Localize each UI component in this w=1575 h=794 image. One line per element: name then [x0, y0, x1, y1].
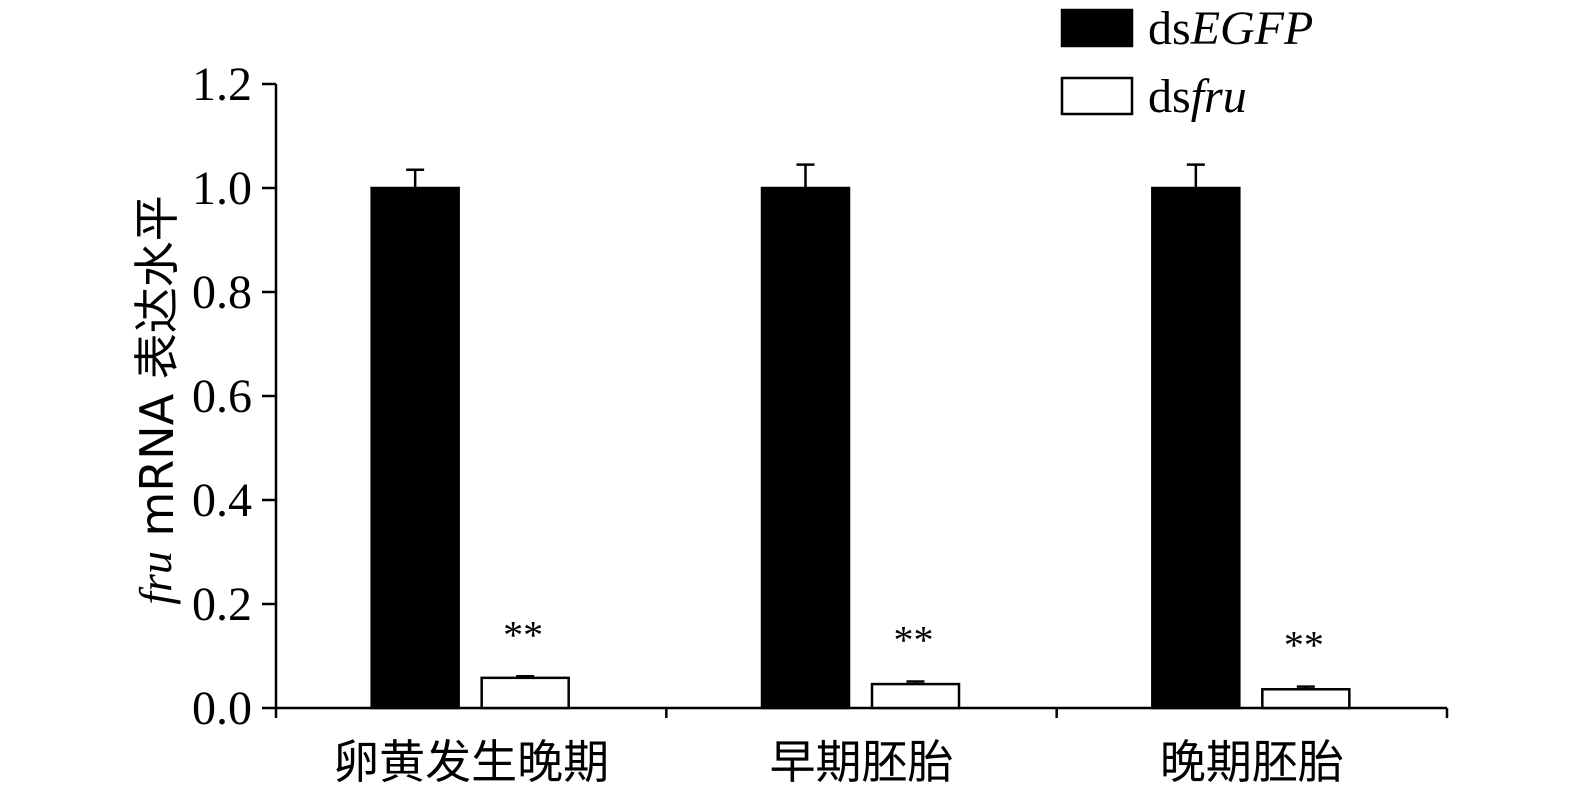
significance-marker: **: [894, 617, 934, 662]
y-axis-label-italic: fru: [130, 551, 181, 605]
y-tick-label: 0.4: [192, 474, 252, 527]
legend-label: dsEGFP: [1148, 2, 1313, 55]
legend-label: dsfru: [1148, 70, 1247, 123]
bar-dsfru: [870, 682, 961, 710]
x-tick-label: 晚期胚胎: [1160, 735, 1344, 789]
bar-dsegfp: [1151, 186, 1241, 710]
y-tick-label: 0.2: [192, 578, 252, 631]
y-tick-label: 1.2: [192, 58, 252, 111]
y-tick-label: 0.8: [192, 266, 252, 319]
plot-area: 0.0 0.2 0.4 0.6 0.8 1.0 1.2 ** 卵黄发生晚期 ** 早期胚胎 ** 晚期胚…: [192, 58, 1449, 789]
bar-dsfru: [1261, 688, 1351, 710]
x-tick-label: 早期胚胎: [770, 735, 954, 789]
significance-marker: **: [503, 612, 543, 657]
y-tick-label: 1.0: [192, 162, 252, 215]
bar-dsegfp: [760, 186, 851, 710]
significance-marker: **: [1284, 623, 1324, 668]
legend-swatch-dsegfp: [1060, 8, 1134, 48]
svg-text:fru mRNA 表达水平: fru mRNA 表达水平: [130, 195, 184, 605]
y-tick-label: 0.6: [192, 370, 252, 423]
bar-dsfru: [480, 676, 570, 710]
legend: dsEGFP dsfru: [1060, 2, 1313, 123]
legend-swatch-dsfru: [1060, 76, 1134, 116]
y-axis-label-rest: mRNA 表达水平: [130, 195, 184, 551]
x-tick-label: 卵黄发生晚期: [333, 735, 609, 789]
y-axis-label: fru mRNA 表达水平: [130, 195, 184, 605]
y-tick-label: 0.0: [192, 682, 252, 735]
bar-dsegfp: [370, 186, 460, 710]
